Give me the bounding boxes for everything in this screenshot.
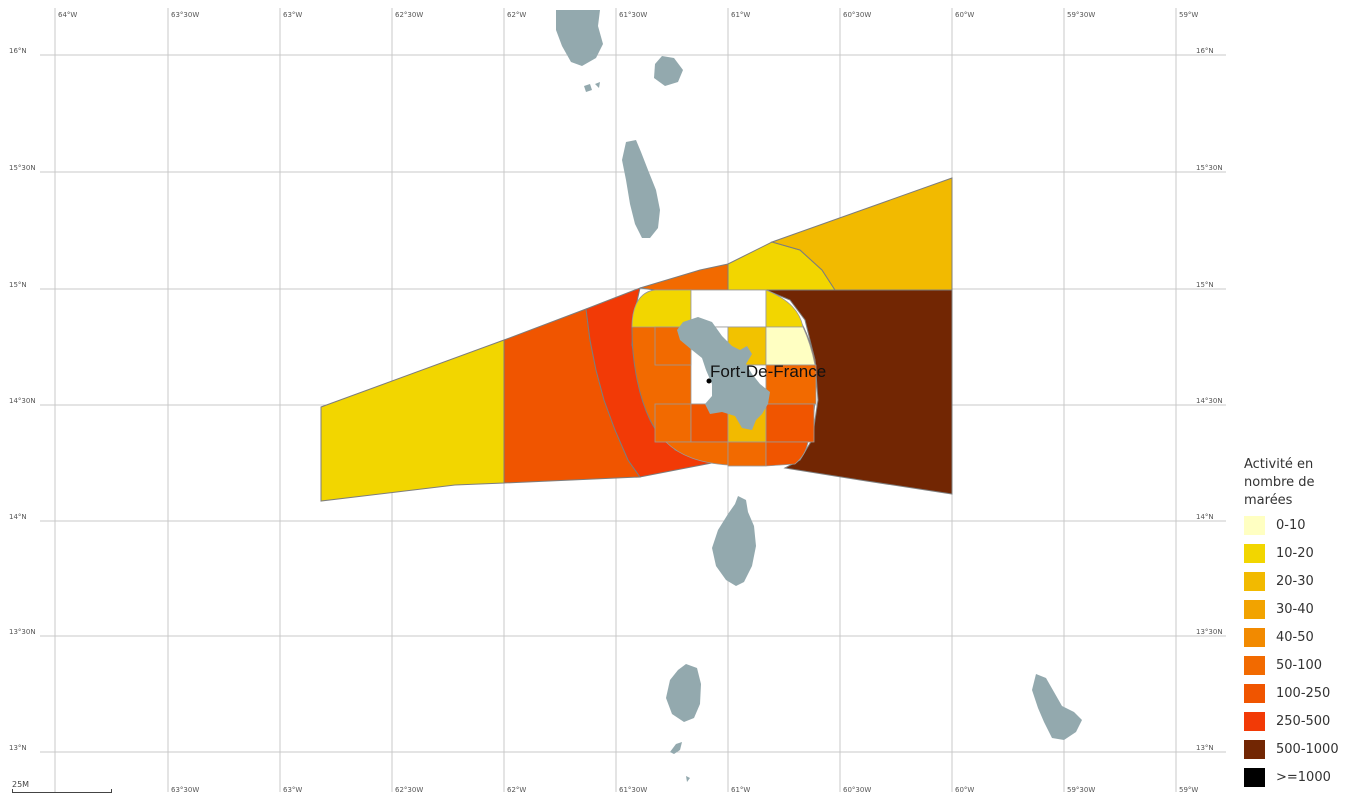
legend-label: 30-40: [1276, 602, 1314, 617]
lon-label-top: 61°30W: [619, 11, 647, 19]
lat-label-left: 14°N: [9, 513, 27, 521]
legend: Activité en nombre de marées 0-10 10-20 20…: [1244, 456, 1344, 796]
zone-north-band[interactable]: [639, 263, 729, 291]
legend-swatch: [1244, 656, 1265, 675]
lon-label-bottom: 61°30W: [619, 786, 647, 794]
island-dominica[interactable]: [622, 140, 660, 238]
legend-item: 40-50: [1244, 628, 1344, 656]
island-marie-galante[interactable]: [654, 56, 683, 86]
lon-label-top: 64°W: [58, 11, 77, 19]
lon-label-top: 59°30W: [1067, 11, 1095, 19]
lon-label-bottom: 62°30W: [395, 786, 423, 794]
inner-grid-cells: [631, 289, 817, 467]
cell-south-orange-3[interactable]: [765, 403, 815, 443]
legend-swatch: [1244, 516, 1265, 535]
lon-label-top: 61°W: [731, 11, 750, 19]
legend-label: 50-100: [1276, 658, 1323, 673]
island-saint-vincent[interactable]: [666, 664, 701, 722]
legend-item: >=1000: [1244, 768, 1344, 796]
lon-label-bottom: 63°W: [283, 786, 302, 794]
legend-label: 0-10: [1276, 518, 1306, 533]
city-label: Fort-De-France: [710, 362, 826, 381]
cell-south-orange-1[interactable]: [654, 403, 692, 443]
lat-label-left: 15°30N: [9, 164, 36, 172]
legend-title: Activité en nombre de marées: [1244, 457, 1315, 508]
lon-label-bottom: 59°W: [1179, 786, 1198, 794]
lon-label-top: 62°W: [507, 11, 526, 19]
legend-item: 30-40: [1244, 600, 1344, 628]
island-martinique[interactable]: [677, 317, 770, 430]
lon-label-top: 63°30W: [171, 11, 199, 19]
city-fort-de-france[interactable]: Fort-De-France: [706, 362, 827, 384]
lat-label-right: 15°N: [1196, 281, 1214, 289]
legend-swatch: [1244, 628, 1265, 647]
zone-east[interactable]: [765, 289, 953, 495]
lon-label-top: 60°30W: [843, 11, 871, 19]
cell-se-orange[interactable]: [765, 441, 809, 467]
island-grenadines[interactable]: [670, 742, 690, 782]
lon-label-top: 62°30W: [395, 11, 423, 19]
legend-item: 50-100: [1244, 656, 1344, 684]
legend-label: 250-500: [1276, 714, 1331, 729]
lat-label-left: 15°N: [9, 281, 27, 289]
legend-label: 40-50: [1276, 630, 1314, 645]
island-saint-lucia[interactable]: [712, 496, 756, 586]
island-guadeloupe-basse-terre[interactable]: [556, 10, 603, 66]
cell-s-orange[interactable]: [727, 441, 767, 467]
lat-label-left: 13°N: [9, 744, 27, 752]
lat-label-right: 16°N: [1196, 47, 1214, 55]
legend-swatch: [1244, 740, 1265, 759]
legend-swatch: [1244, 600, 1265, 619]
lon-label-bottom: 61°W: [731, 786, 750, 794]
scale-label: 25M: [12, 780, 30, 789]
legend-label: >=1000: [1276, 770, 1331, 785]
legend-item: 100-250: [1244, 684, 1344, 712]
legend-label: 500-1000: [1276, 742, 1339, 757]
legend-items: 0-10 10-20 20-30 30-40 40-50 50-100 100-250 250…: [1244, 516, 1344, 796]
legend-label: 100-250: [1276, 686, 1331, 701]
legend-swatch: [1244, 572, 1265, 591]
legend-item: 250-500: [1244, 712, 1344, 740]
scale-bar-line: [12, 789, 112, 793]
lon-label-top: 59°W: [1179, 11, 1198, 19]
lat-label-right: 15°30N: [1196, 164, 1223, 172]
island-barbados[interactable]: [1032, 674, 1082, 740]
island-les-saintes[interactable]: [584, 82, 600, 92]
lon-label-bottom: 59°30W: [1067, 786, 1095, 794]
legend-swatch: [1244, 544, 1265, 563]
coordinate-labels: 64°W 63°30W 63°W 62°30W 62°W 61°30W 61°W 60°30W…: [9, 11, 1223, 794]
lon-label-bottom: 60°W: [955, 786, 974, 794]
cell-nw-yellow[interactable]: [631, 289, 692, 328]
legend-label: 20-30: [1276, 574, 1314, 589]
lat-label-right: 13°N: [1196, 744, 1214, 752]
legend-swatch: [1244, 712, 1265, 731]
lon-label-top: 60°W: [955, 11, 974, 19]
lon-label-bottom: 63°30W: [171, 786, 199, 794]
lat-label-left: 13°30N: [9, 628, 36, 636]
legend-label: 10-20: [1276, 546, 1314, 561]
lon-label-bottom: 60°30W: [843, 786, 871, 794]
lat-label-right: 14°30N: [1196, 397, 1223, 405]
legend-swatch: [1244, 684, 1265, 703]
legend-item: 10-20: [1244, 544, 1344, 572]
legend-item: 500-1000: [1244, 740, 1344, 768]
lon-label-top: 63°W: [283, 11, 302, 19]
zone-west-outer[interactable]: [320, 339, 505, 502]
legend-item: 20-30: [1244, 572, 1344, 600]
lat-label-left: 14°30N: [9, 397, 36, 405]
lat-label-right: 13°30N: [1196, 628, 1223, 636]
legend-item: 0-10: [1244, 516, 1344, 544]
lat-label-left: 16°N: [9, 47, 27, 55]
islands: [556, 10, 1082, 782]
lon-label-bottom: 62°W: [507, 786, 526, 794]
legend-swatch: [1244, 768, 1265, 787]
city-dot: [706, 378, 712, 384]
lat-label-right: 14°N: [1196, 513, 1214, 521]
cell-east-pale[interactable]: [765, 326, 816, 366]
